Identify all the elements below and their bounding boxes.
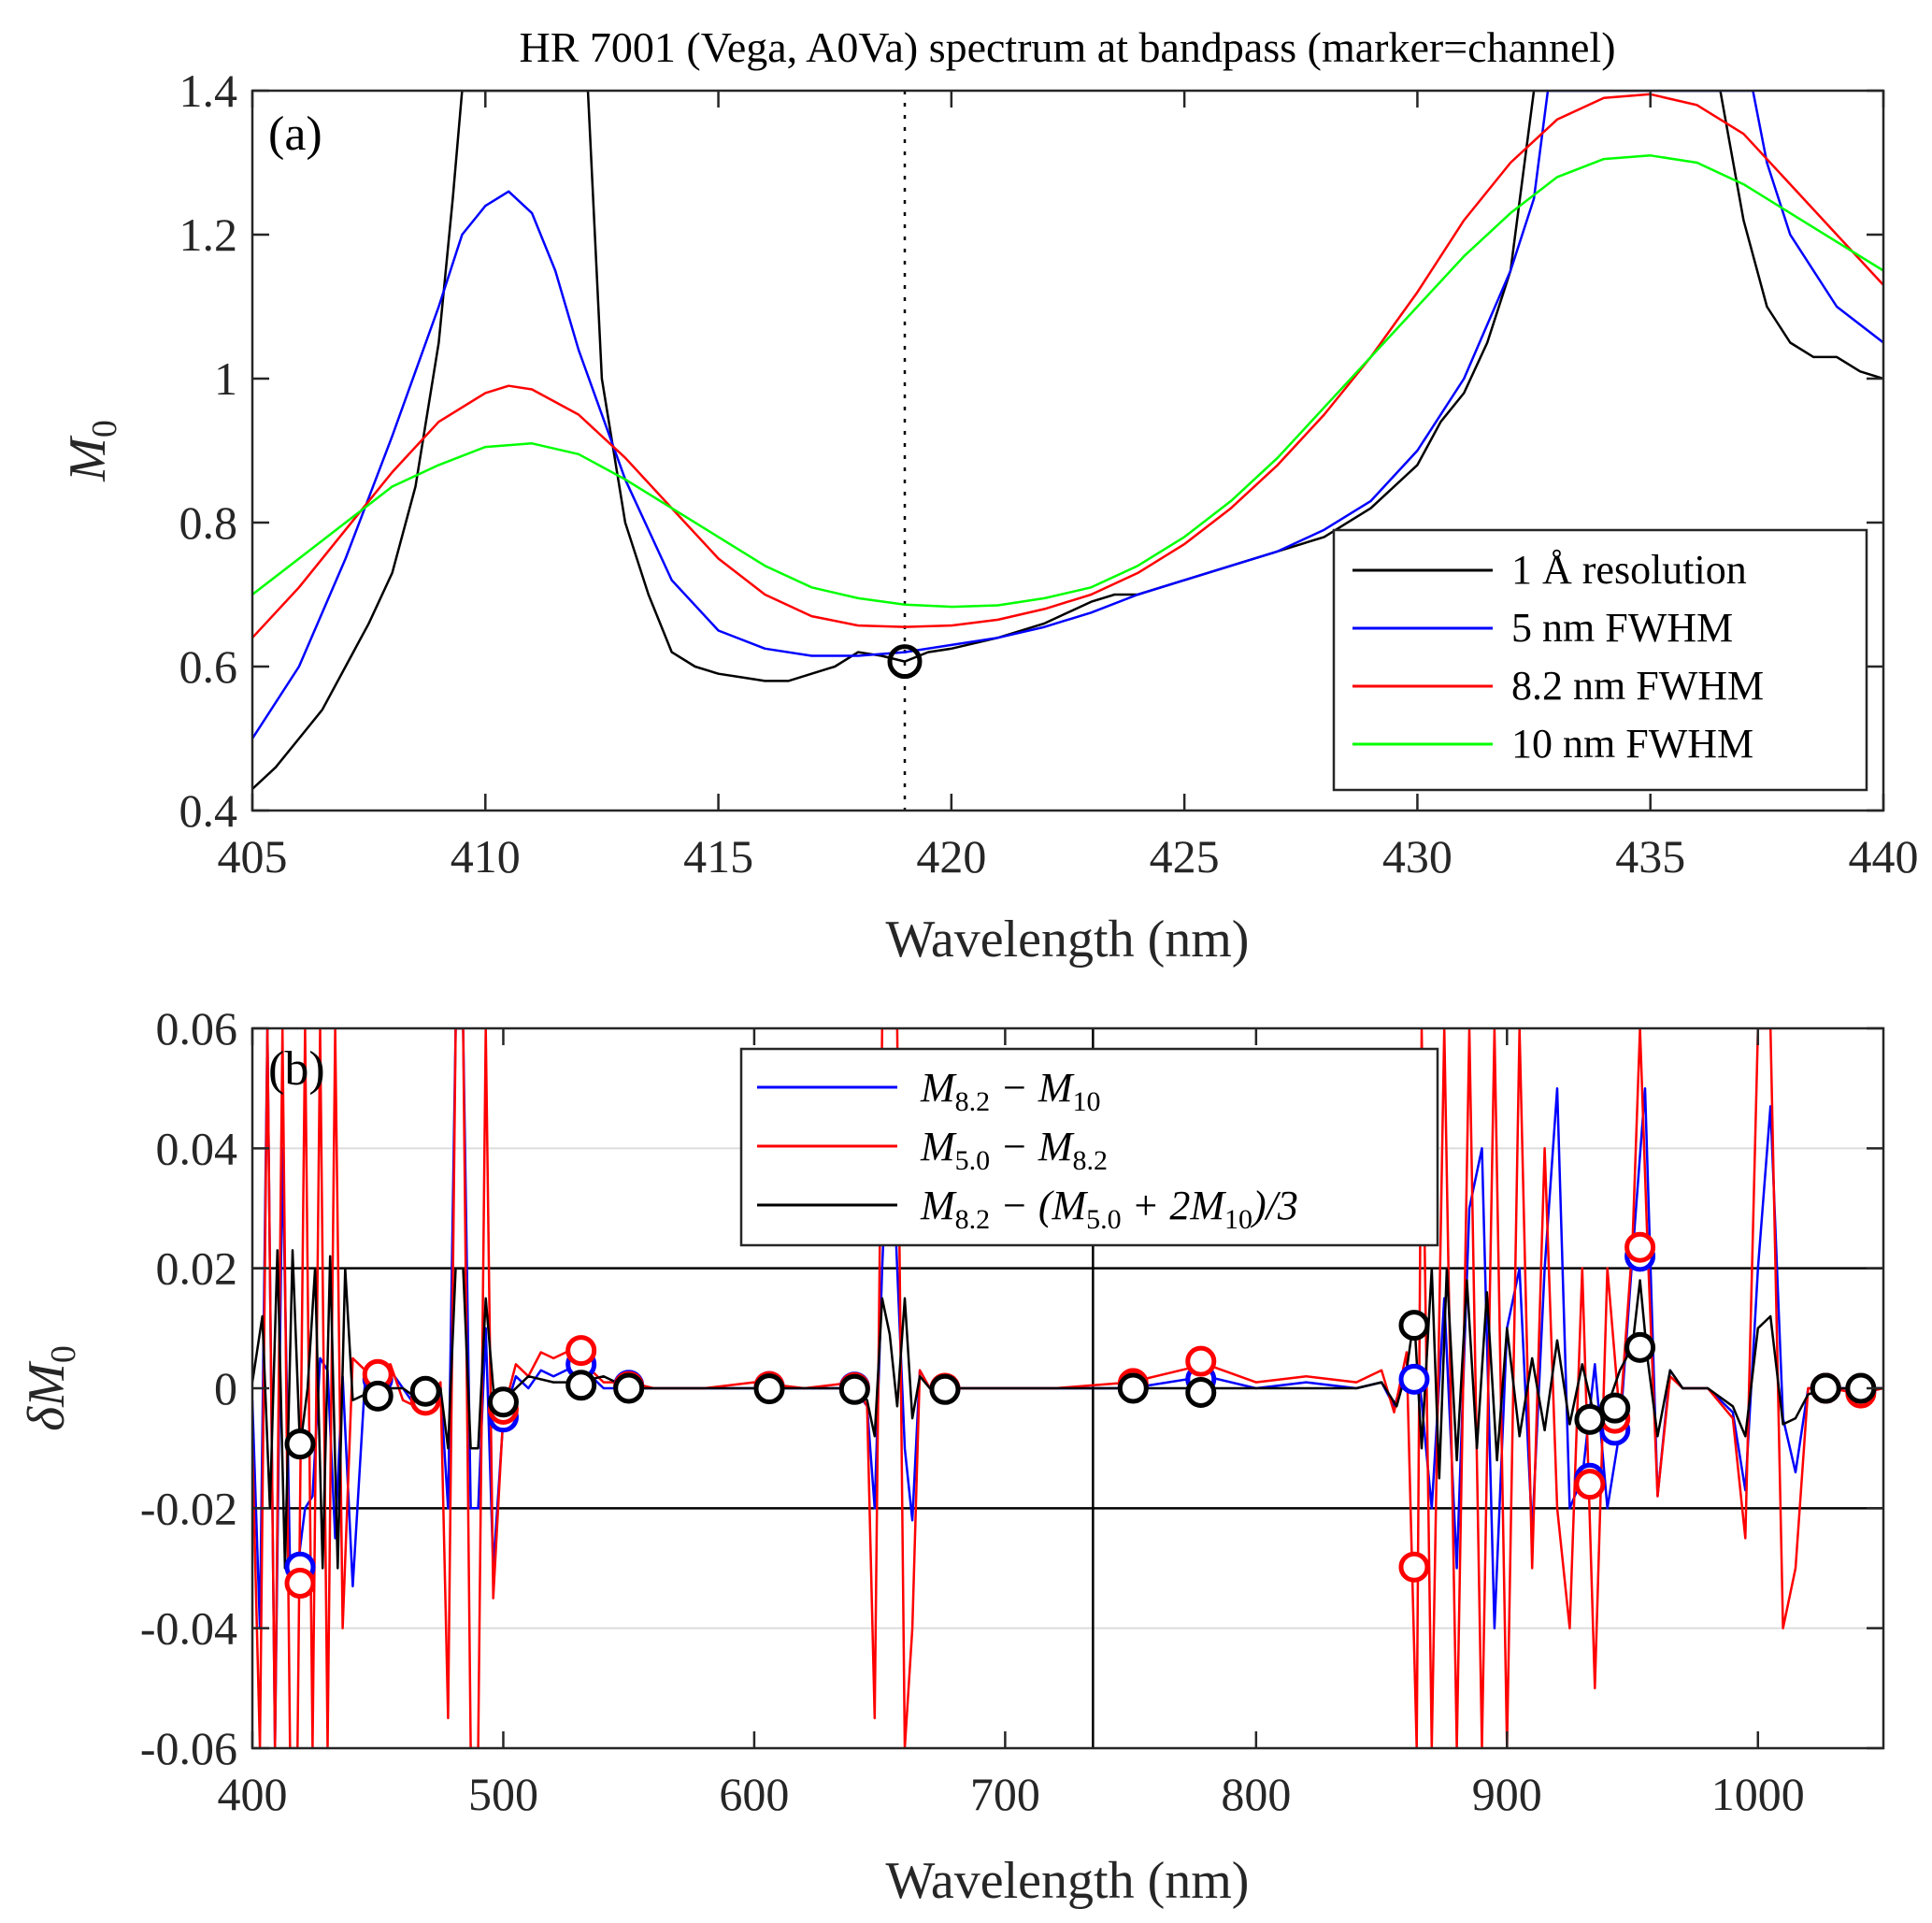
panel-b-marker-black [1185,1376,1217,1408]
panel-a-x-tick-label: 435 [1615,830,1685,883]
panel-b-legend-entry-2: M5.0 − M8.2 [920,1124,1108,1176]
panel-a-x-tick-label: 430 [1382,830,1453,883]
panel-b-marker-black [565,1370,597,1401]
panel-b-legend-term: M [920,1183,957,1228]
panel-a-x-tick-label: 405 [218,830,288,883]
panel-b-x-tick-label: 500 [468,1768,538,1820]
panel-b-legend-term: − M [990,1124,1075,1170]
panel-b-legend-term: + 2M [1122,1183,1227,1228]
panel-b-marker-black [409,1375,441,1407]
panel-b-x-tick-label: 1000 [1711,1768,1805,1820]
panel-a-y-axis-title-main: M [59,435,117,482]
panel-b-marker-black [613,1372,645,1404]
panel-a-series-green [252,154,1883,609]
panel-a-y-axis-title-subscript: 0 [85,420,124,438]
panel-b-marker-red [1574,1469,1606,1500]
panel-b-marker-black [753,1373,785,1405]
panel-b-marker-blue [1398,1363,1430,1395]
panel-a-x-tick-label: 410 [451,830,521,883]
panel-a-label: (a) [268,108,322,161]
panel-b-legend-subscript: 8.2 [955,1204,991,1235]
panel-b-marker-black [838,1373,870,1405]
panel-b-marker-black [1398,1310,1430,1342]
panel-a-y-tick-label: 0.4 [179,784,238,837]
panel-b-legend-term: )/3 [1250,1183,1298,1228]
panel-b-y-tick-label: 0 [214,1362,237,1414]
panel-b-y-axis-title-subscript: 0 [44,1345,83,1363]
panel-a-series-black [252,91,1883,790]
panel-b-legend-subscript: 5.0 [1086,1204,1122,1235]
panel-b-legend-subscript: 10 [1224,1204,1252,1235]
panel-b-marker-black [929,1373,961,1405]
panel-a-x-tick-label: 420 [916,830,986,883]
panel-a-legend-entry-4: 10 nm FWHM [1511,721,1753,767]
panel-a-x-tick-label: 440 [1849,830,1919,883]
panel-b-y-axis-title-main: δM [18,1360,76,1431]
panel-b-marker-black [362,1380,394,1412]
panel-a-channel-marker [887,644,923,680]
panel-b-y-tick-label: 0.04 [156,1122,238,1174]
panel-a-y-tick-label: 0.8 [179,496,238,549]
panel-b-marker-red [1624,1231,1656,1263]
panel-a-x-tick-label: 415 [683,830,753,883]
panel-b-marker-black [1117,1372,1149,1404]
panel-b-marker-red [565,1335,597,1367]
panel-b-legend-entry-3: M8.2 − (M5.0 + 2M10)/3 [920,1183,1298,1235]
panel-b-x-axis-title: Wavelength (nm) [886,1852,1250,1910]
panel-b-y-tick-label: -0.06 [140,1722,237,1774]
panel-b-legend-subscript: 8.2 [955,1086,991,1117]
panel-a-x-axis-title: Wavelength (nm) [886,911,1250,969]
panel-a-legend: 1 Å resolution 5 nm FWHM 8.2 nm FWHM 10 … [1332,528,1868,792]
panel-a-series-blue [252,91,1883,739]
panel-b-marker-black [1624,1331,1656,1363]
panel-a-legend-entry-1: 1 Å resolution [1511,547,1747,593]
panel-b-marker-black [1599,1392,1631,1424]
figure-title: HR 7001 (Vega, A0Va) spectrum at bandpas… [519,23,1615,71]
panel-b-marker-red [1398,1551,1430,1583]
panel-b-marker-red [1185,1345,1217,1377]
panel-a-y-tick-label: 1 [214,352,237,405]
panel-b-y-tick-label: 0.06 [156,1002,238,1055]
panel-a-y-tick-label: 0.6 [179,640,238,693]
panel-b-marker-red [284,1568,316,1600]
panel-b-legend-term: M [920,1065,957,1111]
panel-b-legend-term: − (M [990,1183,1088,1228]
panel-b-y-tick-label: -0.02 [140,1482,237,1534]
panel-b-x-tick-label: 800 [1221,1768,1291,1820]
panel-a-y-tick-label: 1.2 [179,208,238,261]
panel-a-y-tick-label: 1.4 [179,65,238,117]
panel-a-legend-box [1332,528,1868,792]
panel-b-y-axis-title: δM0 [18,1345,83,1431]
panel-b-legend-entry-1: M8.2 − M10 [920,1065,1101,1117]
panel-b-y-tick-label: 0.02 [156,1242,238,1295]
panel-b-marker-black [284,1428,316,1460]
panel-b-x-tick-label: 400 [218,1768,288,1820]
panel-a-legend-entry-2: 5 nm FWHM [1511,605,1733,651]
panel-b-marker-black [1810,1372,1841,1404]
panel-a-legend-entry-3: 8.2 nm FWHM [1511,663,1764,709]
panel-a-y-axis-title: M0 [59,420,124,482]
panel-b-marker-black [1574,1403,1606,1435]
panel-b-label: (b) [268,1042,325,1096]
panel-b-x-tick-label: 600 [719,1768,789,1820]
panel-b-legend-subscript: 5.0 [955,1145,991,1176]
panel-a-axes-box [250,89,1885,812]
panel-b-y-tick-label: -0.04 [140,1602,237,1655]
panel-a-x-tick-label: 425 [1150,830,1220,883]
panel-b-legend-term: − M [990,1065,1075,1111]
panel-b-marker-black [487,1386,519,1418]
panel-b-x-tick-label: 900 [1472,1768,1542,1820]
panel-b-legend-subscript: 10 [1073,1086,1101,1117]
panel-a: 405 410 415 420 425 430 435 440 0.4 0.6 0.8 1 1.2 1.4… [59,65,1919,969]
panel-b-x-tick-label: 700 [970,1768,1040,1820]
panel-b-legend-subscript: 8.2 [1073,1145,1109,1176]
panel-b: 400 500 600 700 800 900 1000 -0.06 -0.04 -0.02 0 0.… [18,1002,1885,1910]
panel-a-series-red [252,93,1883,639]
panel-b-legend-term: M [920,1124,957,1170]
